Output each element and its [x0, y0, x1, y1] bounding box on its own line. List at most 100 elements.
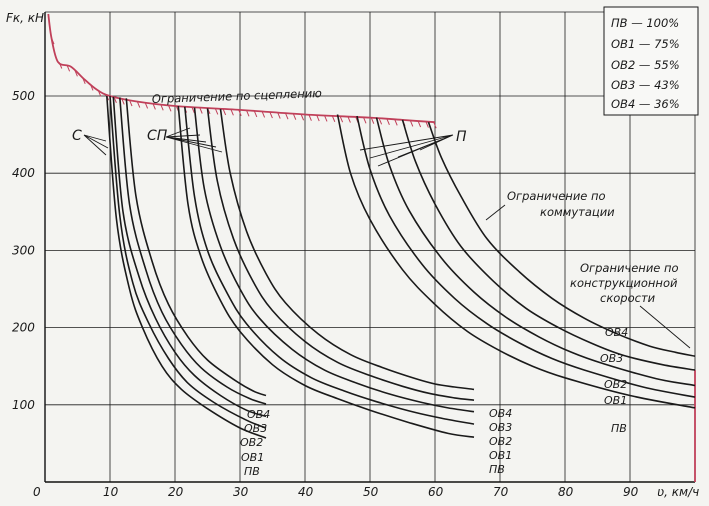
x-tick-label: 0: [33, 485, 41, 499]
hatch-mark: [113, 96, 117, 104]
curve-П-ОВ2: [375, 117, 696, 387]
y-tick-label: 100: [12, 398, 35, 412]
y-tick-label: 300: [12, 243, 35, 257]
x-tick-label: 40: [298, 485, 314, 499]
hatch-mark: [394, 119, 398, 126]
hatch-mark: [269, 111, 273, 119]
legend-entry-pv: ПВ — 100%: [611, 16, 679, 30]
limit-lines: [47, 13, 696, 482]
hatch-mark: [370, 117, 375, 124]
curve-label-2-2: ОВ2: [604, 378, 627, 391]
curve-СП-ОВ3: [206, 108, 475, 401]
hatch-mark: [300, 114, 305, 121]
hatch-mark: [222, 108, 227, 116]
hatch-mark: [152, 103, 156, 110]
grid: [45, 11, 696, 482]
hatch-mark: [409, 120, 414, 127]
structural-limit-label-line3: скорости: [600, 291, 656, 305]
x-axis-label: ʋ, км/ч: [657, 485, 699, 499]
hatch-mark: [58, 62, 63, 69]
curve-П-ОВ3: [401, 119, 696, 371]
curve-СП-ОВ2: [193, 107, 475, 413]
legend: ПВ — 100% ОВ1 — 75% ОВ2 — 55% ОВ3 — 43% …: [603, 6, 699, 116]
curve-label-1-4: ПВ: [489, 463, 505, 476]
group-label-s: С: [72, 128, 82, 144]
axes: [44, 12, 695, 483]
curve-label-0-3: ОВ1: [241, 451, 264, 464]
hatch-mark: [129, 99, 133, 107]
legend-entry-ov4: ОВ4 — 36%: [611, 97, 680, 111]
curve-label-0-4: ПВ: [244, 465, 260, 478]
hatch-mark: [97, 90, 102, 97]
hatch-mark: [51, 37, 55, 45]
hatch-mark: [433, 121, 437, 129]
hatch-mark: [238, 109, 242, 117]
curve-П-ОВ1: [356, 115, 696, 398]
curve-label-0-0: ОВ4: [247, 408, 270, 421]
curve-С-ОВ1: [109, 95, 267, 429]
y-axis-label: Fк, кН: [6, 11, 44, 25]
hatch-mark: [199, 107, 203, 114]
hatch-mark: [331, 115, 336, 123]
legend-entry-ov1: ОВ1 — 75%: [611, 37, 680, 51]
curve-label-2-1: ОВ3: [600, 352, 623, 365]
y-tick-label: 200: [12, 321, 35, 335]
hatch-mark: [378, 118, 383, 125]
curve-label-2-3: ОВ1: [604, 394, 627, 407]
curve-П-ОВ4: [427, 121, 696, 357]
leader-lines: [83, 127, 691, 349]
curve-label-2-4: ПВ: [611, 422, 627, 435]
curve-label-1-1: ОВ3: [489, 421, 512, 434]
group-label-sp: СП: [147, 128, 168, 144]
legend-entry-ov2: ОВ2 — 55%: [611, 58, 680, 72]
hatch-mark: [308, 114, 312, 121]
commutation-limit-label-line1: Ограничение по: [507, 189, 606, 203]
group-label-p: П: [456, 129, 467, 145]
curve-label-0-2: ОВ2: [240, 436, 263, 449]
adhesion-limit-line: [47, 13, 436, 124]
curve-СП-ПВ: [177, 105, 475, 438]
curve-СП-ОВ1: [184, 106, 475, 425]
hatch-mark: [292, 113, 297, 120]
hatch-mark: [121, 98, 125, 105]
hatch-mark: [82, 77, 86, 84]
traction-curves: [106, 95, 696, 439]
x-tick-label: 20: [168, 485, 184, 499]
x-tick-label: 90: [623, 485, 639, 499]
structural-limit-label-line1: Ограничение по: [580, 261, 679, 275]
hatch-mark: [277, 112, 281, 119]
legend-box: [603, 6, 699, 116]
hatch-mark: [246, 110, 250, 117]
hatch-mark: [316, 114, 320, 122]
curve-labels: ОВ4ОВ3ОВ2ОВ1ПВОВ4ОВ3ОВ2ОВ1ПВОВ4ОВ3ОВ2ОВ1…: [240, 326, 628, 478]
curve-СП-ОВ4: [219, 108, 475, 391]
hatch-mark: [136, 101, 141, 108]
curve-С-ОВ3: [119, 97, 267, 405]
hatch-mark: [168, 105, 172, 112]
curve-label-2-0: ОВ4: [605, 326, 628, 339]
curve-С-ПВ: [106, 95, 267, 439]
curve-label-1-3: ОВ1: [489, 449, 512, 462]
curve-label-1-0: ОВ4: [489, 407, 512, 420]
hatch-mark: [90, 84, 94, 91]
structural-limit-label-line2: конструкционной: [570, 276, 678, 290]
hatch-mark: [191, 106, 195, 114]
x-tick-label: 60: [428, 485, 444, 499]
hatch-mark: [417, 120, 422, 128]
curve-П-ПВ: [336, 114, 696, 409]
hatch-mark: [66, 65, 71, 72]
hatch-mark: [425, 121, 429, 128]
hatch-mark: [285, 112, 289, 120]
y-tick-label: 500: [12, 89, 35, 103]
hatch-mark: [324, 115, 328, 122]
hatch-mark: [261, 111, 266, 118]
hatch-mark: [339, 116, 344, 123]
x-tick-label: 10: [103, 485, 119, 499]
tick-labels: 0 10 20 30 40 50 60 70 80 90 100 200 300 400 500: [12, 89, 639, 499]
hatch-mark: [230, 109, 234, 116]
adhesion-limit-label: Ограничение по сцеплению: [152, 86, 323, 106]
legend-entry-ov3: ОВ3 — 43%: [611, 78, 680, 92]
curve-С-ОВ4: [125, 98, 267, 397]
hatch-mark: [253, 110, 258, 118]
